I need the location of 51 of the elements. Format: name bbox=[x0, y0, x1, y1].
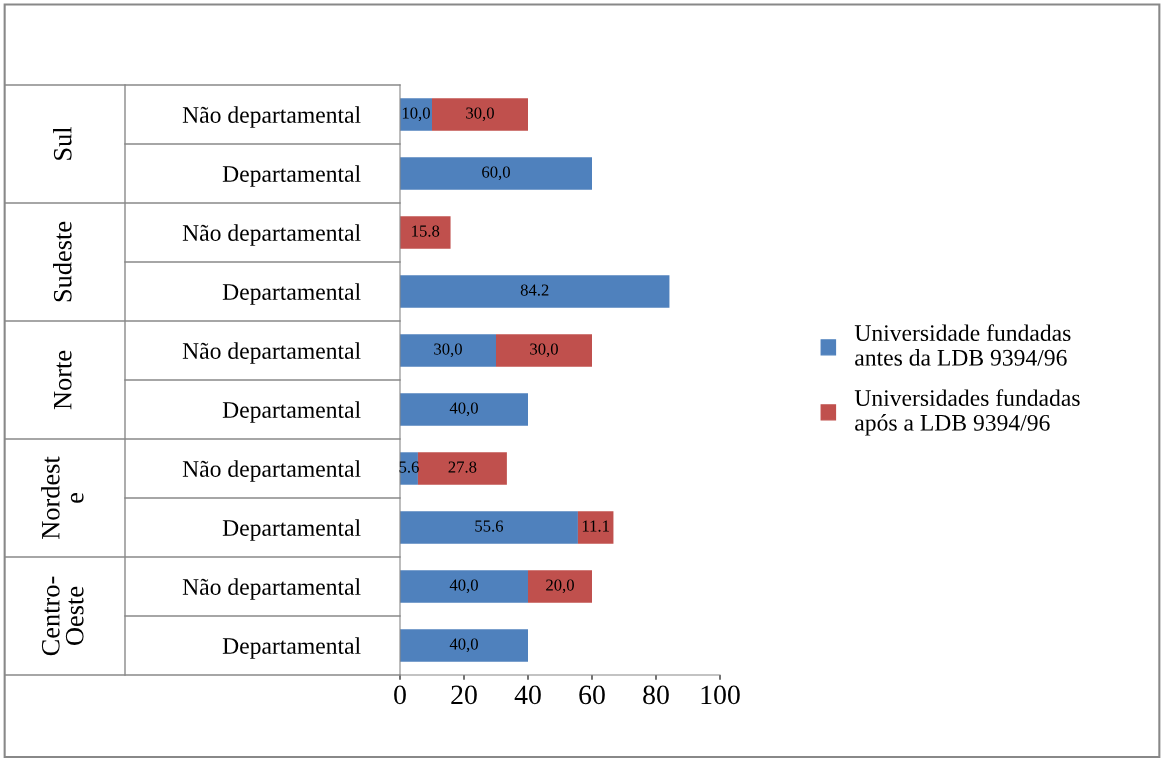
data-label: 10,0 bbox=[402, 107, 430, 122]
data-label: 30,0 bbox=[434, 343, 462, 358]
x-tick-label: 80 bbox=[643, 685, 669, 705]
legend-label: Universidades fundadas após a LDB 9394/96 bbox=[854, 389, 1080, 436]
y-tick-label: Não departamental bbox=[182, 224, 361, 246]
bar bbox=[400, 216, 451, 249]
bar bbox=[400, 334, 496, 367]
y-tick-label: Departamental bbox=[222, 165, 361, 187]
y-tick-label: Não departamental bbox=[182, 342, 361, 364]
y-tick-label: Não departamental bbox=[182, 460, 361, 482]
bar bbox=[400, 629, 528, 662]
x-tick-label: 0 bbox=[394, 685, 406, 705]
bar bbox=[496, 334, 592, 367]
bar bbox=[577, 511, 614, 544]
x-tick-label: 60 bbox=[579, 685, 605, 705]
bar bbox=[417, 452, 507, 485]
data-label: 20,0 bbox=[546, 579, 574, 594]
text: Sul bbox=[53, 126, 72, 160]
text: Centro- Oeste bbox=[41, 576, 84, 656]
data-label: 55.6 bbox=[475, 520, 504, 532]
text: Norte bbox=[54, 350, 72, 410]
y-tick-label: Departamental bbox=[222, 401, 361, 423]
x-tick-label: 20 bbox=[451, 685, 477, 705]
bar bbox=[528, 570, 592, 603]
data-label: 40,0 bbox=[449, 579, 478, 594]
data-label: 60,0 bbox=[482, 166, 510, 181]
y-tick-label: Departamental bbox=[222, 519, 361, 541]
data-label: 11.1 bbox=[582, 520, 609, 532]
data-label: 15.8 bbox=[412, 225, 440, 237]
data-label: 40,0 bbox=[449, 638, 478, 653]
bar bbox=[400, 157, 592, 190]
x-tick-label: 100 bbox=[701, 685, 740, 705]
y-tick-label: Não departamental bbox=[182, 106, 361, 128]
text: Nordest e bbox=[41, 456, 84, 540]
data-label: 84.2 bbox=[520, 284, 549, 296]
y-tick-label: Não departamental bbox=[182, 578, 361, 600]
text: Sudeste bbox=[53, 221, 72, 302]
legend-label: Universidade fundadas antes da LDB 9394/96 bbox=[854, 324, 1071, 366]
bar bbox=[432, 98, 528, 131]
bar bbox=[400, 570, 528, 603]
x-tick-label: 40 bbox=[514, 685, 541, 705]
bar bbox=[400, 275, 670, 308]
y-tick-label: Departamental bbox=[222, 637, 361, 659]
y-tick-label: Departamental bbox=[222, 283, 361, 305]
bar bbox=[400, 393, 528, 426]
bar bbox=[400, 98, 432, 131]
data-label: 30,0 bbox=[466, 107, 494, 122]
data-label: 40,0 bbox=[449, 402, 478, 417]
data-label: 27.8 bbox=[448, 461, 477, 473]
bar bbox=[400, 511, 578, 544]
data-label: 30,0 bbox=[530, 343, 558, 358]
